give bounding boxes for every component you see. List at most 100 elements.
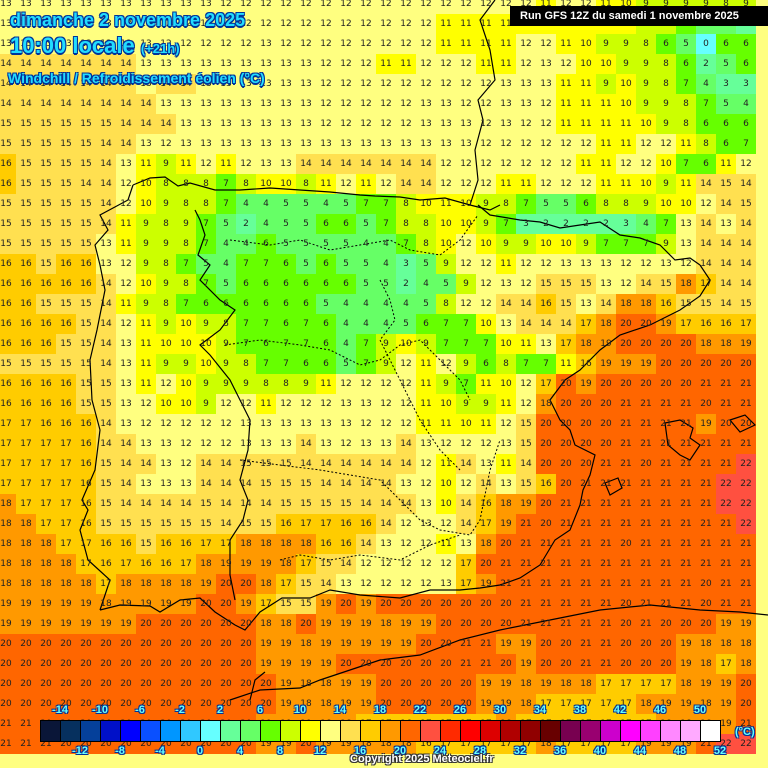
legend-swatch — [361, 721, 381, 741]
grid-value: 21 — [660, 539, 672, 549]
grid-value: 11 — [420, 419, 432, 429]
grid-value: 13 — [280, 159, 292, 169]
legend-swatch — [621, 721, 641, 741]
grid-value: 7 — [223, 199, 229, 209]
field-cell — [176, 34, 196, 54]
grid-value: 21 — [740, 399, 752, 409]
field-cell — [456, 74, 476, 94]
grid-value: 16 — [660, 299, 672, 309]
grid-value: 8 — [203, 199, 209, 209]
grid-value: 20 — [560, 479, 572, 489]
grid-value: 21 — [740, 379, 752, 389]
field-cell — [316, 34, 336, 54]
grid-value: 16 — [580, 359, 592, 369]
legend-swatch — [181, 721, 201, 741]
grid-value: 10 — [200, 339, 212, 349]
grid-value: 12 — [460, 479, 472, 489]
grid-value: 8 — [703, 139, 709, 149]
field-cell — [76, 34, 96, 54]
grid-value: 9 — [603, 39, 609, 49]
grid-value: 18 — [680, 279, 692, 289]
grid-value: 9 — [163, 359, 169, 369]
grid-value: 14 — [180, 499, 192, 509]
field-cell — [176, 114, 196, 134]
field-cell — [416, 0, 436, 14]
grid-value: 12 — [360, 559, 372, 569]
grid-value: 14 — [120, 139, 132, 149]
grid-value: 20 — [200, 659, 212, 669]
grid-value: 19 — [0, 599, 12, 609]
field-cell — [16, 14, 36, 34]
grid-value: 14 — [320, 159, 332, 169]
grid-value: 11 — [560, 359, 572, 369]
grid-value: 8 — [663, 79, 669, 89]
grid-value: 15 — [40, 219, 52, 229]
grid-value: 13 — [140, 439, 152, 449]
grid-value: 12 — [120, 259, 132, 269]
grid-value: 7 — [363, 199, 369, 209]
grid-value: 21 — [620, 579, 632, 589]
grid-value: 17 — [600, 679, 612, 689]
field-cell — [656, 134, 676, 154]
grid-value: 7 — [443, 339, 449, 349]
grid-value: 14 — [260, 499, 272, 509]
grid-value: 15 — [100, 379, 112, 389]
grid-value: 16 — [80, 279, 92, 289]
grid-value: 21 — [580, 479, 592, 489]
grid-value: 12 — [460, 179, 472, 189]
field-cell — [396, 54, 416, 74]
grid-value: 12 — [120, 319, 132, 329]
grid-value: 7 — [243, 319, 249, 329]
field-cell — [656, 174, 676, 194]
grid-value: 13 — [120, 159, 132, 169]
legend-swatch — [461, 721, 481, 741]
field-cell — [76, 54, 96, 74]
field-cell — [156, 174, 176, 194]
field-cell — [0, 174, 16, 194]
grid-value: 20 — [360, 659, 372, 669]
grid-value: 14 — [400, 499, 412, 509]
grid-value: 21 — [620, 439, 632, 449]
grid-value: 8 — [403, 219, 409, 229]
field-cell — [736, 54, 756, 74]
grid-value: 11 — [480, 379, 492, 389]
grid-value: 19 — [640, 359, 652, 369]
field-cell — [656, 114, 676, 134]
grid-value: 10 — [640, 119, 652, 129]
grid-value: 4 — [383, 319, 389, 329]
grid-value: 14 — [460, 519, 472, 529]
grid-value: 12 — [420, 59, 432, 69]
grid-value: 13 — [300, 59, 312, 69]
grid-value: 19 — [580, 379, 592, 389]
grid-value: 16 — [180, 539, 192, 549]
grid-value: 13 — [520, 99, 532, 109]
grid-value: 13 — [320, 419, 332, 429]
grid-value: 21 — [680, 479, 692, 489]
grid-value: 5 — [363, 259, 369, 269]
grid-value: 10 — [580, 59, 592, 69]
grid-value: 21 — [700, 479, 712, 489]
grid-value: 20 — [680, 359, 692, 369]
field-cell — [616, 134, 636, 154]
field-cell — [456, 54, 476, 74]
grid-value: 17 — [20, 459, 32, 469]
grid-value: 14 — [420, 159, 432, 169]
grid-value: 13 — [280, 139, 292, 149]
grid-value: 21 — [620, 559, 632, 569]
field-cell — [516, 54, 536, 74]
grid-value: 13 — [0, 0, 12, 9]
grid-value: 6 — [343, 279, 349, 289]
grid-value: 8 — [423, 239, 429, 249]
field-cell — [316, 94, 336, 114]
grid-value: 16 — [360, 519, 372, 529]
grid-value: 11 — [380, 59, 392, 69]
legend-swatch — [401, 721, 421, 741]
field-cell — [376, 34, 396, 54]
grid-value: 7 — [463, 339, 469, 349]
grid-value: 19 — [280, 659, 292, 669]
grid-value: 15 — [0, 119, 12, 129]
field-cell — [656, 154, 676, 174]
grid-value: 20 — [440, 659, 452, 669]
grid-value: 14 — [380, 459, 392, 469]
